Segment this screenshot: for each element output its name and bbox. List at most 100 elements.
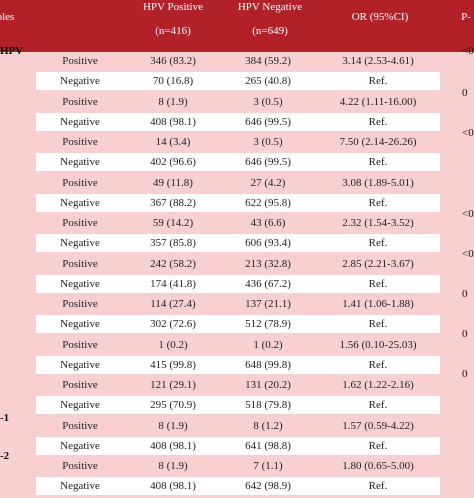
row-band xyxy=(36,153,440,172)
header-p-value: P- xyxy=(461,11,471,23)
odds-ratio-cell: Ref. xyxy=(368,156,388,169)
p-value-column: <0 0 <0 <0 <0 0 0 0 xyxy=(440,45,474,474)
table-row: Negative 302 (72.6) 512 (78.9) Ref. xyxy=(0,315,474,335)
group-cell: Positive xyxy=(62,257,98,270)
hpv-negative-cell: 131 (20.2) xyxy=(245,379,291,391)
odds-ratio-cell: Ref. xyxy=(368,277,388,290)
variable-label: -2 xyxy=(0,450,10,462)
table-row: Negative 408 (98.1) 641 (98.8) Ref. xyxy=(0,436,474,457)
odds-ratio-cell: 2.85 (2.21-3.67) xyxy=(342,257,414,270)
hpv-negative-cell: 606 (93.4) xyxy=(245,237,291,250)
odds-ratio-cell: 4.22 (1.11-16.00) xyxy=(339,95,417,108)
header-hpv-positive: HPV Positive (n=416) xyxy=(118,0,228,38)
header-hpv-negative-n: (n=649) xyxy=(252,25,288,37)
group-cell: Positive xyxy=(62,379,98,391)
hpv-positive-cell: 408 (98.1) xyxy=(150,115,196,128)
row-band xyxy=(36,436,440,455)
table-row: Negative 408 (98.1) 642 (98.9) Ref. xyxy=(0,477,474,497)
row-band xyxy=(36,72,440,91)
table-row: Negative 174 (41.8) 436 (67.2) Ref. xyxy=(0,274,474,295)
hpv-positive-cell: 114 (27.4) xyxy=(150,298,196,310)
hpv-positive-cell: 402 (96.6) xyxy=(150,156,196,169)
group-cell: Positive xyxy=(62,176,98,189)
odds-ratio-cell: Ref. xyxy=(368,237,388,250)
group-cell: Negative xyxy=(60,277,100,290)
table-row: Positive 59 (14.2) 43 (6.6) 2.32 (1.54-3.52… xyxy=(0,214,474,234)
table-row: Negative 70 (16.8) 265 (40.8) Ref. xyxy=(0,72,474,92)
header-hpv-negative-label: HPV Negative xyxy=(237,1,303,13)
hpv-negative-cell: 646 (99.5) xyxy=(245,156,291,169)
row-band xyxy=(36,193,440,212)
hpv-negative-cell: 641 (98.8) xyxy=(245,439,291,452)
row-band xyxy=(36,133,440,151)
hpv-negative-cell: 622 (95.8) xyxy=(245,196,291,209)
odds-ratio-cell: 7.50 (2.14-26.26) xyxy=(339,136,417,148)
row-band xyxy=(36,335,440,354)
group-cell: Negative xyxy=(60,358,100,371)
variable-label: HPV xyxy=(0,45,24,57)
odds-ratio-cell: Ref. xyxy=(368,75,388,88)
odds-ratio-cell: Ref. xyxy=(368,115,388,128)
hpv-negative-cell: 646 (99.5) xyxy=(245,115,291,128)
hpv-negative-cell: 8 (1.2) xyxy=(253,419,283,432)
group-cell: Positive xyxy=(62,217,98,229)
header-odds-ratio: OR (95%CI) xyxy=(351,11,409,23)
p-value: 0 xyxy=(462,87,468,99)
row-band xyxy=(36,52,440,70)
odds-ratio-cell: 3.14 (2.53-4.61) xyxy=(342,55,414,67)
hpv-negative-cell: 648 (99.8) xyxy=(245,358,291,371)
group-cell: Negative xyxy=(60,399,100,412)
odds-ratio-cell: Ref. xyxy=(368,399,388,412)
hpv-positive-cell: 174 (41.8) xyxy=(150,277,196,290)
row-band xyxy=(36,315,440,334)
odds-ratio-cell: 1.56 (0.10-25.03) xyxy=(339,338,417,351)
odds-ratio-cell: 2.32 (1.54-3.52) xyxy=(342,217,414,229)
row-band xyxy=(36,355,440,374)
table-row: Positive 8 (1.9) 3 (0.5) 4.22 (1.11-16.00) xyxy=(0,92,474,113)
hpv-positive-cell: 367 (88.2) xyxy=(150,196,196,209)
hpv-positive-cell: 302 (72.6) xyxy=(150,318,196,331)
hpv-negative-cell: 265 (40.8) xyxy=(245,75,291,88)
row-band xyxy=(36,416,440,435)
group-cell: Positive xyxy=(62,95,98,108)
odds-ratio-cell: 1.62 (1.22-2.16) xyxy=(342,379,414,391)
group-cell: Negative xyxy=(60,237,100,250)
group-cell: Negative xyxy=(60,115,100,128)
hpv-positive-cell: 346 (83.2) xyxy=(150,55,196,67)
odds-ratio-cell: Ref. xyxy=(368,318,388,331)
header-hpv-negative: HPV Negative (n=649) xyxy=(220,0,320,38)
hpv-negative-cell: 3 (0.5) xyxy=(253,95,283,108)
group-cell: Negative xyxy=(60,439,100,452)
group-cell: Positive xyxy=(62,460,98,472)
row-band xyxy=(36,457,440,475)
table-row: Positive 8 (1.9) 7 (1.1) 1.80 (0.65-5.00) xyxy=(0,457,474,477)
hpv-negative-cell: 7 (1.1) xyxy=(253,460,283,472)
table-row: Positive 114 (27.4) 137 (21.1) 1.41 (1.06-1… xyxy=(0,295,474,315)
hpv-positive-cell: 70 (16.8) xyxy=(152,75,194,88)
row-band xyxy=(36,234,440,253)
group-cell: Positive xyxy=(62,419,98,432)
hpv-positive-cell: 242 (58.2) xyxy=(150,257,196,270)
group-cell: Positive xyxy=(62,338,98,351)
row-band xyxy=(36,173,440,192)
table-row: Positive 346 (83.2) 384 (59.2) 3.14 (2.53-4… xyxy=(0,52,474,72)
p-value: <0 xyxy=(462,127,474,139)
p-value: 0 xyxy=(462,368,468,380)
hpv-positive-cell: 49 (11.8) xyxy=(153,176,193,189)
table-row: Negative 367 (88.2) 622 (95.8) Ref. xyxy=(0,193,474,214)
hpv-negative-cell: 436 (67.2) xyxy=(245,277,291,290)
odds-ratio-cell: Ref. xyxy=(368,196,388,209)
header-variables: ables xyxy=(0,11,15,23)
odds-ratio-cell: Ref. xyxy=(368,439,388,452)
table-row: Negative 408 (98.1) 646 (99.5) Ref. xyxy=(0,112,474,133)
hpv-positive-cell: 1 (0.2) xyxy=(158,338,188,351)
table-row: Positive 14 (3.4) 3 (0.5) 7.50 (2.14-26.26) xyxy=(0,133,474,153)
hpv-positive-cell: 8 (1.9) xyxy=(158,419,188,432)
row-band xyxy=(36,112,440,131)
hpv-positive-cell: 408 (98.1) xyxy=(150,480,196,493)
odds-ratio-cell: 3.08 (1.89-5.01) xyxy=(342,176,414,189)
group-cell: Positive xyxy=(62,136,98,148)
hpv-negative-cell: 137 (21.1) xyxy=(245,298,291,310)
table-row: Negative 402 (96.6) 646 (99.5) Ref. xyxy=(0,153,474,173)
table-row: Positive 1 (0.2) 1 (0.2) 1.56 (0.10-25.03) xyxy=(0,335,474,356)
